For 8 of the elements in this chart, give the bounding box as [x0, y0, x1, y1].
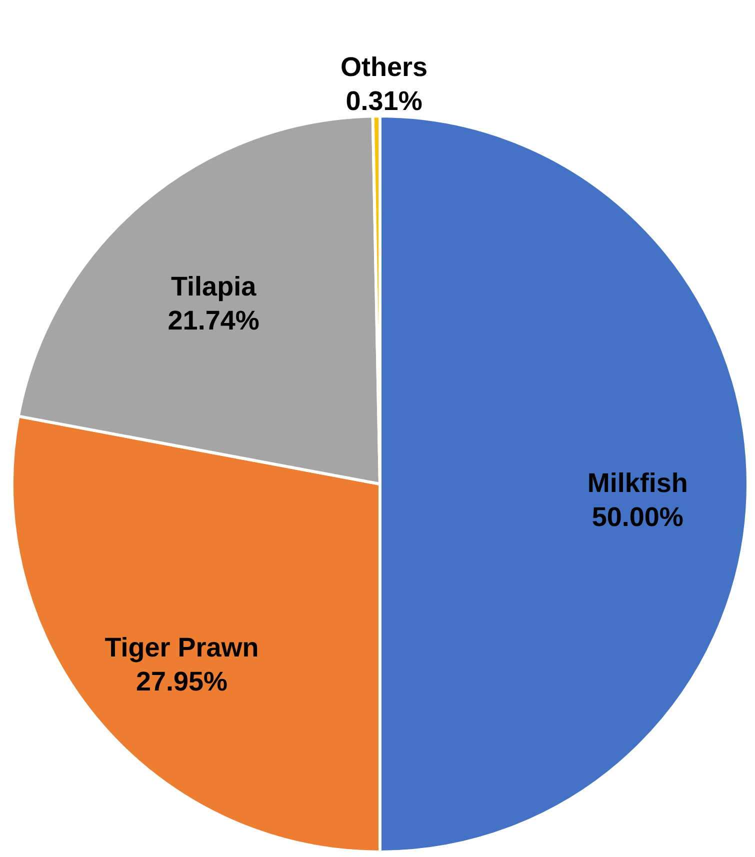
data-label: 21.74%: [168, 305, 260, 336]
slice-label: Tilapia: [171, 271, 258, 302]
slice-label: Milkfish: [587, 468, 688, 498]
slice-label: Tiger Prawn: [104, 632, 259, 663]
slice-label: Others: [340, 52, 428, 82]
data-label: 27.95%: [136, 666, 228, 697]
data-label: 50.00%: [592, 502, 684, 532]
data-label: 0.31%: [346, 86, 422, 116]
